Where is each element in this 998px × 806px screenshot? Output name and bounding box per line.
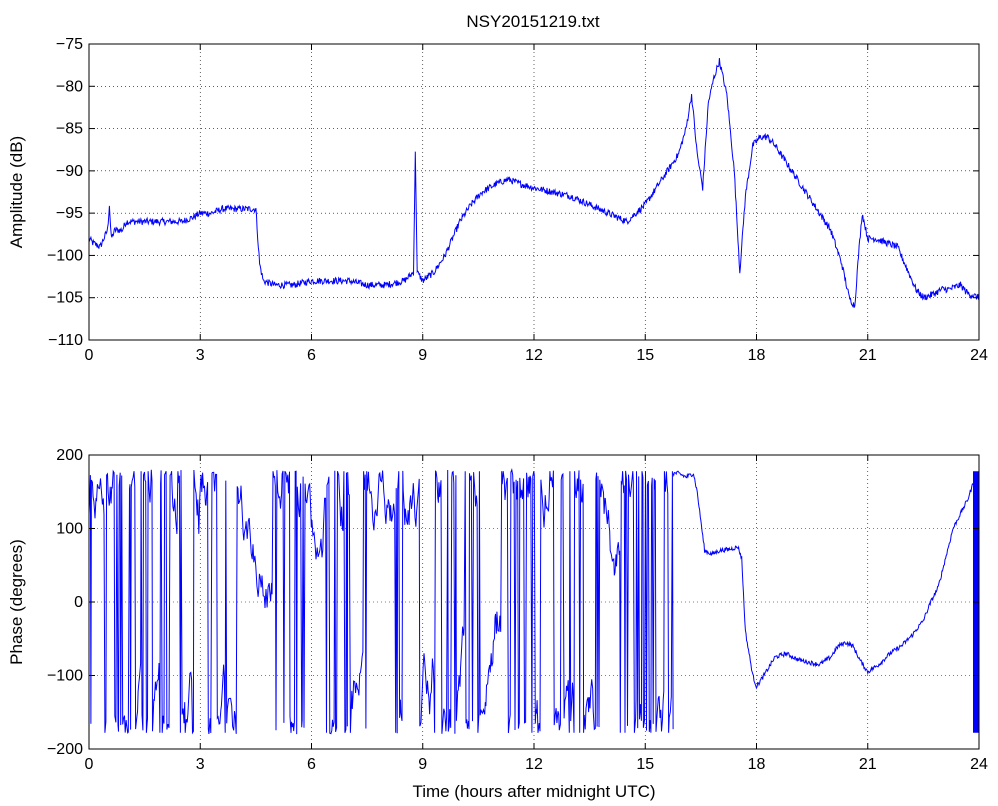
amplitude-subplot: 0 3 6 9 12 15 18 21 24 −75 −80 −85 −90 −95 −100 −105 −1… (7, 36, 988, 364)
x-tick-label: 3 (196, 347, 205, 364)
x-tick-label: 12 (525, 756, 543, 773)
x-tick-label: 0 (85, 756, 94, 773)
x-tick-label: 3 (196, 756, 205, 773)
x-tick-label: 21 (859, 756, 877, 773)
y-tick-label: −95 (56, 205, 83, 222)
amplitude-x-ticks: 0 3 6 9 12 15 18 21 24 (85, 44, 988, 364)
x-tick-label: 0 (85, 347, 94, 364)
x-tick-label: 18 (748, 756, 766, 773)
x-tick-label: 6 (307, 347, 316, 364)
y-tick-label: −200 (47, 741, 83, 758)
amplitude-plot-area (88, 57, 980, 309)
phase-x-axis-label: Time (hours after midnight UTC) (412, 782, 655, 801)
y-tick-label: −90 (56, 163, 83, 180)
y-tick-label: −110 (48, 332, 83, 349)
amplitude-y-axis-label: Amplitude (dB) (7, 136, 26, 248)
phase-x-ticks: 0 3 6 9 12 15 18 21 24 (85, 455, 988, 773)
y-tick-label: 0 (74, 594, 83, 611)
series-line-wrapped (88, 467, 674, 735)
y-tick-label: 100 (56, 521, 83, 538)
series-line-0 (88, 57, 980, 309)
y-tick-label: −100 (47, 668, 83, 685)
x-tick-label: 15 (636, 347, 654, 364)
x-tick-label: 9 (418, 347, 427, 364)
y-tick-label: −80 (56, 78, 83, 95)
x-tick-label: 6 (307, 756, 316, 773)
series-line-0 (672, 470, 980, 690)
x-tick-label: 18 (748, 347, 766, 364)
amplitude-gridlines (89, 44, 979, 340)
x-tick-label: 24 (970, 347, 988, 364)
x-tick-label: 24 (970, 756, 988, 773)
x-tick-label: 21 (859, 347, 877, 364)
y-tick-label: −100 (47, 247, 83, 264)
phase-y-ticks: 200 100 0 −100 −200 (47, 447, 979, 758)
x-tick-label: 15 (636, 756, 654, 773)
y-tick-label: −75 (56, 36, 83, 53)
figure-title: NSY20151219.txt (466, 12, 600, 31)
x-tick-label: 9 (418, 756, 427, 773)
phase-y-axis-label: Phase (degrees) (7, 539, 26, 665)
y-tick-label: 200 (56, 447, 83, 464)
phase-subplot: 0 3 6 9 12 15 18 21 24 200 100 0 −100 −200 Phase (de… (7, 447, 988, 801)
x-tick-label: 12 (525, 347, 543, 364)
y-tick-label: −85 (56, 121, 83, 138)
y-tick-label: −105 (47, 290, 83, 307)
amplitude-y-ticks: −75 −80 −85 −90 −95 −100 −105 −110 (47, 36, 979, 349)
